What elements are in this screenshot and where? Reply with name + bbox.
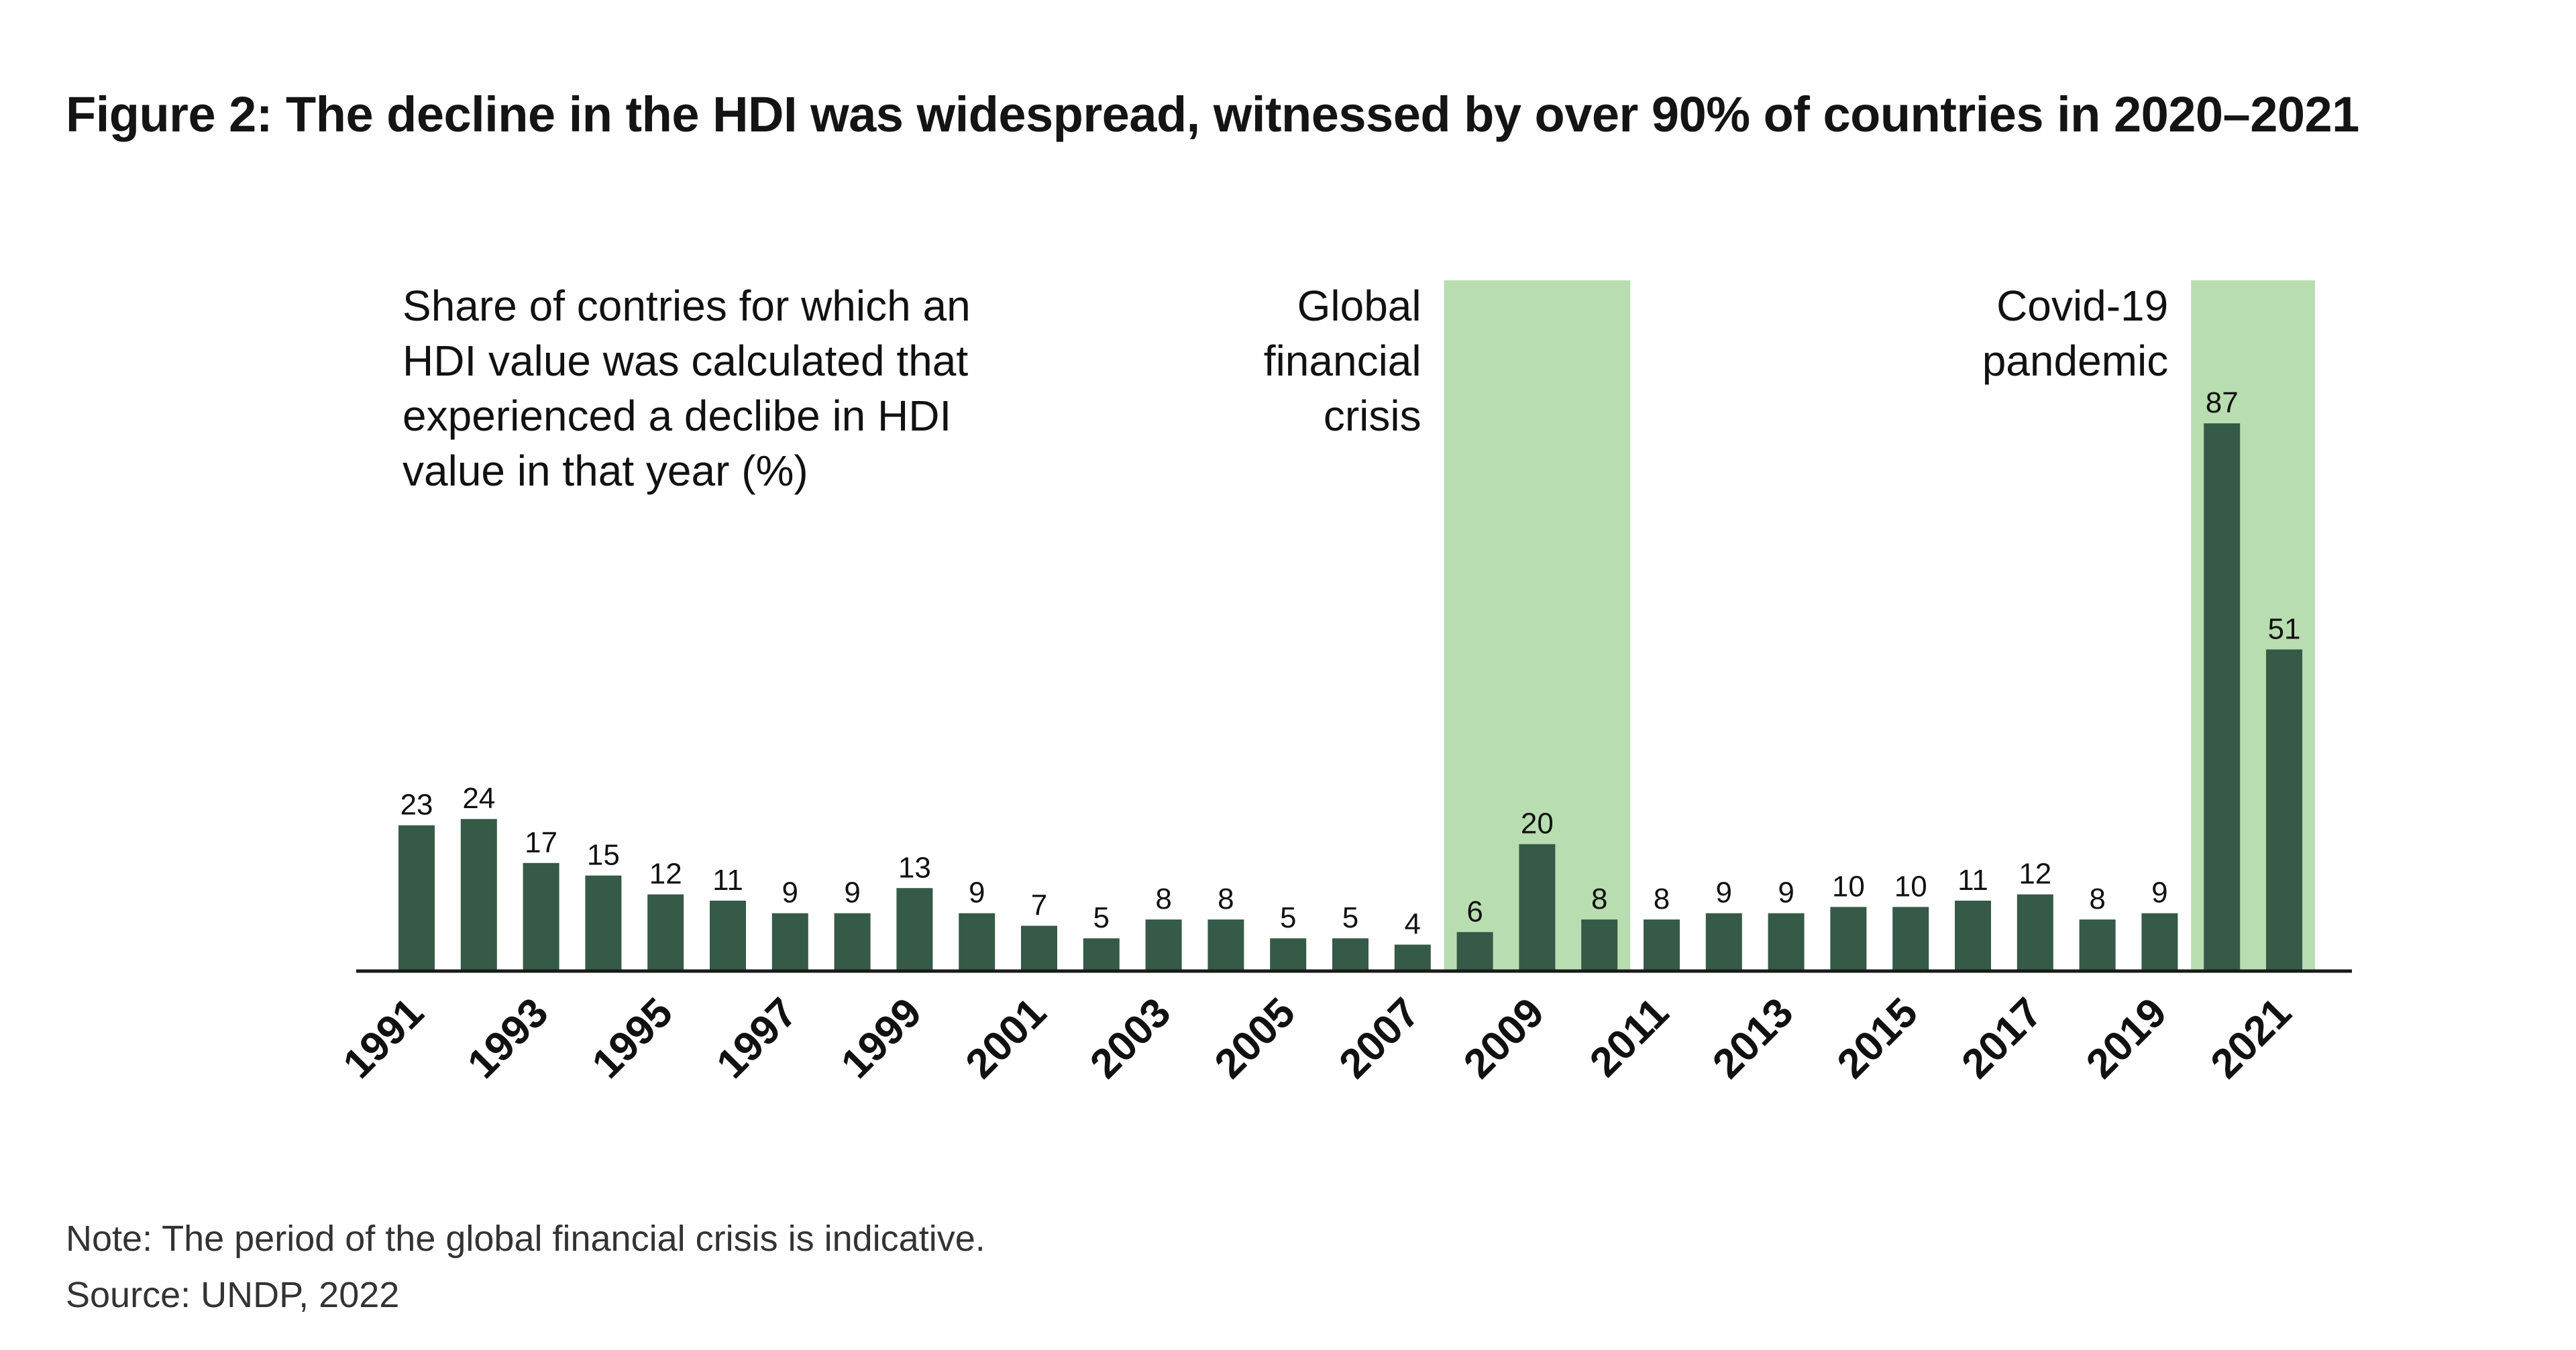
bar-2010 (1581, 919, 1618, 970)
bar-2011 (1644, 919, 1680, 970)
bars (398, 423, 2302, 970)
bar-2012 (1705, 913, 1742, 970)
tick-label-1997: 1997 (708, 989, 806, 1087)
tick-label-2011: 2011 (1581, 989, 1678, 1086)
bar-1994 (585, 875, 622, 970)
tick-label-2015: 2015 (1829, 989, 1927, 1087)
data-label-2010: 8 (1591, 883, 1607, 915)
data-label-1992: 24 (462, 782, 495, 815)
bar-1998 (834, 913, 871, 970)
data-label-1995: 12 (649, 858, 682, 891)
tick-label-1993: 1993 (459, 989, 557, 1087)
chart-subtitle-line: Share of contries for which an (402, 282, 971, 330)
bar-2003 (1145, 919, 1182, 970)
data-label-2002: 5 (1093, 901, 1110, 934)
bar-2009 (1519, 844, 1556, 970)
tick-label-2017: 2017 (1953, 989, 2051, 1087)
chart-subtitle: Share of contries for which an HDI value … (402, 282, 971, 495)
tick-label-2009: 2009 (1455, 989, 1553, 1087)
bar-2001 (1021, 925, 1057, 970)
data-label-2004: 8 (1218, 883, 1234, 915)
bar-1996 (710, 900, 746, 970)
tick-label-2021: 2021 (2202, 989, 2300, 1087)
bar-2008 (1456, 932, 1493, 970)
data-label-2012: 9 (1716, 877, 1732, 909)
data-label-2011: 8 (1654, 883, 1670, 915)
data-label-2017: 12 (2019, 858, 2051, 891)
bar-1999 (896, 888, 933, 970)
bar-2017 (2017, 894, 2053, 970)
bar-1995 (647, 894, 684, 970)
tick-label-2013: 2013 (1704, 989, 1802, 1087)
data-label-1999: 13 (898, 851, 931, 884)
bar-2019 (2141, 913, 2178, 970)
data-label-2020: 87 (2206, 386, 2239, 419)
chart-subtitle-line: experienced a declibe in HDI (402, 392, 951, 440)
tick-label-1999: 1999 (833, 989, 930, 1087)
tick-label-2019: 2019 (2078, 989, 2176, 1087)
annotation-global-financial-crisis: crisis (1324, 392, 1421, 440)
data-label-2016: 11 (1957, 864, 1988, 897)
data-label-2021: 51 (2268, 612, 2301, 645)
data-label-1997: 9 (782, 877, 798, 909)
bar-1992 (460, 819, 497, 970)
data-label-1994: 15 (587, 839, 620, 872)
chart-subtitle-line: HDI value was calculated that (402, 337, 968, 385)
data-label-1996: 11 (712, 864, 743, 897)
data-label-2013: 9 (1778, 877, 1794, 909)
data-label-2005: 5 (1280, 901, 1296, 934)
bar-2014 (1830, 907, 1867, 970)
data-label-2014: 10 (1832, 870, 1865, 903)
bar-2006 (1332, 938, 1368, 970)
tick-label-1995: 1995 (584, 989, 682, 1087)
bar-2015 (1892, 907, 1929, 970)
data-label-2000: 9 (969, 877, 985, 909)
data-label-2009: 20 (1521, 807, 1554, 840)
tick-label-2003: 2003 (1081, 989, 1179, 1087)
bar-2021 (2266, 649, 2302, 970)
data-label-2015: 10 (1894, 870, 1927, 903)
bar-2016 (1955, 900, 1991, 970)
data-label-2006: 5 (1342, 901, 1358, 934)
bar-1997 (771, 913, 808, 970)
chart-subtitle-line: value in that year (%) (402, 447, 808, 495)
data-label-2007: 4 (1405, 908, 1421, 941)
data-labels: 23 24 17 15 12 11 9 9 13 9 7 5 8 8 5 5 4 6 20 8 8 9 9 10 10 11 12 8… (400, 386, 2301, 940)
figure-title: Figure 2: The decline in the HDI was wid… (66, 87, 2359, 142)
data-label-2019: 9 (2151, 877, 2167, 909)
bar-2000 (959, 913, 996, 970)
footer-source: Source: UNDP, 2022 (66, 1275, 400, 1315)
annotation-global-financial-crisis: financial (1264, 337, 1421, 385)
data-label-2003: 8 (1155, 883, 1171, 915)
annotation-covid-19-pandemic: Covid-19 (1996, 282, 2168, 330)
tick-label-2007: 2007 (1330, 989, 1428, 1087)
annotation-covid-19-pandemic: pandemic (1982, 337, 2169, 385)
footer-note: Note: The period of the global financial… (66, 1219, 985, 1259)
annotation-global-financial-crisis: Global (1297, 282, 1421, 330)
data-label-1993: 17 (525, 826, 557, 859)
bar-2007 (1394, 944, 1431, 970)
bar-1991 (398, 825, 435, 970)
bar-chart: 23 24 17 15 12 11 9 9 13 9 7 5 8 8 5 5 4 6 20 8 8 9 9 10 10 11 12 8… (335, 280, 2352, 1087)
tick-label-2005: 2005 (1206, 989, 1304, 1087)
data-label-2018: 8 (2089, 883, 2105, 915)
bar-1993 (523, 862, 559, 970)
x-axis-tick-labels: 1991 1993 1995 1997 1999 2001 2003 2005 2007 2009… (335, 989, 2300, 1087)
data-label-1998: 9 (844, 877, 860, 909)
tick-label-2001: 2001 (957, 989, 1055, 1087)
data-label-1991: 23 (400, 789, 433, 822)
bar-2018 (2079, 919, 2116, 970)
bar-2002 (1083, 938, 1120, 970)
bar-2020 (2204, 423, 2241, 970)
bar-2013 (1768, 913, 1805, 970)
annotations: Global financial crisis Covid-19 pandemic (1264, 282, 2168, 440)
bar-2005 (1270, 938, 1307, 970)
highlight-bands (1444, 280, 2315, 972)
tick-label-1991: 1991 (335, 989, 433, 1087)
data-label-2008: 6 (1466, 895, 1483, 928)
data-label-2001: 7 (1031, 889, 1047, 921)
bar-2004 (1208, 919, 1244, 970)
